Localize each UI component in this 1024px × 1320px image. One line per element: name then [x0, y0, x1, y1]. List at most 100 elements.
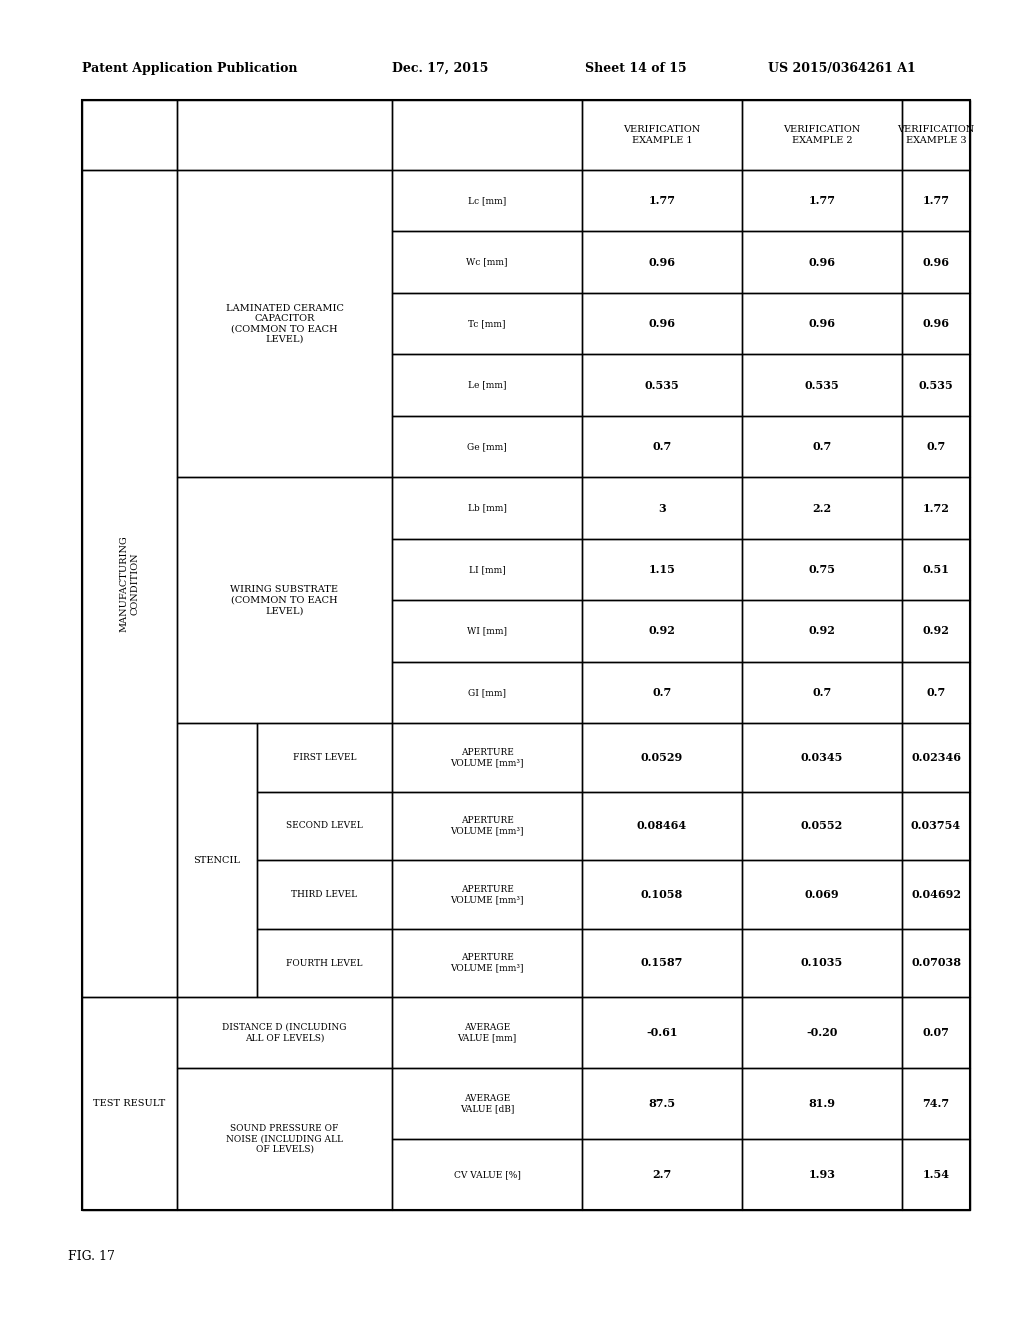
Bar	[177, 478, 392, 723]
Text: 0.069: 0.069	[805, 888, 840, 900]
Text: GI [mm]: GI [mm]	[468, 688, 506, 697]
Bar	[902, 661, 970, 723]
Text: APERTURE
VOLUME [mm³]: APERTURE VOLUME [mm³]	[451, 816, 523, 836]
Bar	[582, 861, 742, 929]
Bar	[257, 929, 392, 998]
Bar	[742, 354, 902, 416]
Text: 2.2: 2.2	[812, 503, 831, 513]
Bar	[902, 100, 970, 170]
Text: APERTURE
VOLUME [mm³]: APERTURE VOLUME [mm³]	[451, 747, 523, 767]
Bar	[742, 100, 902, 170]
Text: MANUFACTURING
CONDITION: MANUFACTURING CONDITION	[120, 536, 139, 632]
Bar	[742, 661, 902, 723]
Bar	[582, 1139, 742, 1210]
Text: SOUND PRESSURE OF
NOISE (INCLUDING ALL
OF LEVELS): SOUND PRESSURE OF NOISE (INCLUDING ALL O…	[226, 1125, 343, 1154]
Bar	[902, 293, 970, 354]
Bar	[582, 478, 742, 539]
Bar	[582, 1068, 742, 1139]
Bar	[392, 478, 582, 539]
Bar	[392, 539, 582, 601]
Text: Tc [mm]: Tc [mm]	[468, 319, 506, 329]
Text: Le [mm]: Le [mm]	[468, 380, 506, 389]
Bar	[82, 170, 177, 998]
Bar	[392, 861, 582, 929]
Text: 0.92: 0.92	[923, 626, 949, 636]
Bar	[902, 1068, 970, 1139]
Bar	[392, 416, 582, 478]
Bar	[902, 478, 970, 539]
Bar	[582, 929, 742, 998]
Bar	[902, 354, 970, 416]
Text: Wc [mm]: Wc [mm]	[466, 257, 508, 267]
Text: 1.77: 1.77	[923, 195, 949, 206]
Bar	[82, 100, 970, 1210]
Text: 81.9: 81.9	[809, 1098, 836, 1109]
Bar	[392, 354, 582, 416]
Text: LAMINATED CERAMIC
CAPACITOR
(COMMON TO EACH
LEVEL): LAMINATED CERAMIC CAPACITOR (COMMON TO E…	[225, 304, 343, 343]
Text: DISTANCE D (INCLUDING
ALL OF LEVELS): DISTANCE D (INCLUDING ALL OF LEVELS)	[222, 1023, 347, 1043]
Text: FIG. 17: FIG. 17	[68, 1250, 115, 1263]
Text: 0.92: 0.92	[809, 626, 836, 636]
Bar	[902, 861, 970, 929]
Bar	[392, 998, 582, 1068]
Text: 74.7: 74.7	[923, 1098, 949, 1109]
Text: AVERAGE
VALUE [dB]: AVERAGE VALUE [dB]	[460, 1094, 514, 1113]
Text: 0.1058: 0.1058	[641, 888, 683, 900]
Bar	[392, 929, 582, 998]
Text: STENCIL: STENCIL	[194, 855, 241, 865]
Bar	[582, 723, 742, 792]
Text: 1.93: 1.93	[809, 1170, 836, 1180]
Text: 0.7: 0.7	[927, 441, 945, 451]
Text: Sheet 14 of 15: Sheet 14 of 15	[585, 62, 687, 75]
Bar	[392, 723, 582, 792]
Text: LI [mm]: LI [mm]	[469, 565, 506, 574]
Text: 1.77: 1.77	[648, 195, 676, 206]
Text: FIRST LEVEL: FIRST LEVEL	[293, 752, 356, 762]
Bar	[902, 539, 970, 601]
Bar	[902, 231, 970, 293]
Bar	[902, 1139, 970, 1210]
Bar	[257, 861, 392, 929]
Text: VERIFICATION
EXAMPLE 1: VERIFICATION EXAMPLE 1	[624, 125, 700, 145]
Text: 0.96: 0.96	[809, 318, 836, 329]
Text: 0.07038: 0.07038	[911, 957, 961, 969]
Text: TEST RESULT: TEST RESULT	[93, 1100, 166, 1107]
Bar	[742, 1139, 902, 1210]
Text: US 2015/0364261 A1: US 2015/0364261 A1	[768, 62, 915, 75]
Bar	[742, 478, 902, 539]
Bar	[902, 792, 970, 861]
Bar	[582, 539, 742, 601]
Bar	[902, 416, 970, 478]
Bar	[902, 998, 970, 1068]
Text: 0.7: 0.7	[812, 441, 831, 451]
Text: Lc [mm]: Lc [mm]	[468, 197, 506, 205]
Text: CV VALUE [%]: CV VALUE [%]	[454, 1170, 520, 1179]
Bar	[582, 100, 742, 170]
Text: 0.1587: 0.1587	[641, 957, 683, 969]
Text: 0.96: 0.96	[648, 318, 676, 329]
Bar	[392, 170, 582, 231]
Text: 0.96: 0.96	[923, 256, 949, 268]
Text: 0.96: 0.96	[648, 256, 676, 268]
Bar	[392, 231, 582, 293]
Bar	[257, 723, 392, 792]
Bar	[177, 998, 392, 1068]
Text: 0.7: 0.7	[927, 686, 945, 698]
Text: THIRD LEVEL: THIRD LEVEL	[292, 890, 357, 899]
Text: FOURTH LEVEL: FOURTH LEVEL	[287, 958, 362, 968]
Text: 0.535: 0.535	[645, 380, 679, 391]
Text: 0.75: 0.75	[809, 564, 836, 576]
Bar	[177, 723, 257, 998]
Text: 0.7: 0.7	[812, 686, 831, 698]
Text: 1.54: 1.54	[923, 1170, 949, 1180]
Text: APERTURE
VOLUME [mm³]: APERTURE VOLUME [mm³]	[451, 953, 523, 973]
Text: 0.96: 0.96	[809, 256, 836, 268]
Text: APERTURE
VOLUME [mm³]: APERTURE VOLUME [mm³]	[451, 884, 523, 904]
Bar	[582, 170, 742, 231]
Text: -0.61: -0.61	[646, 1027, 678, 1039]
Bar	[392, 100, 582, 170]
Text: 0.92: 0.92	[648, 626, 676, 636]
Text: 0.535: 0.535	[919, 380, 953, 391]
Text: 3: 3	[658, 503, 666, 513]
Text: 87.5: 87.5	[648, 1098, 676, 1109]
